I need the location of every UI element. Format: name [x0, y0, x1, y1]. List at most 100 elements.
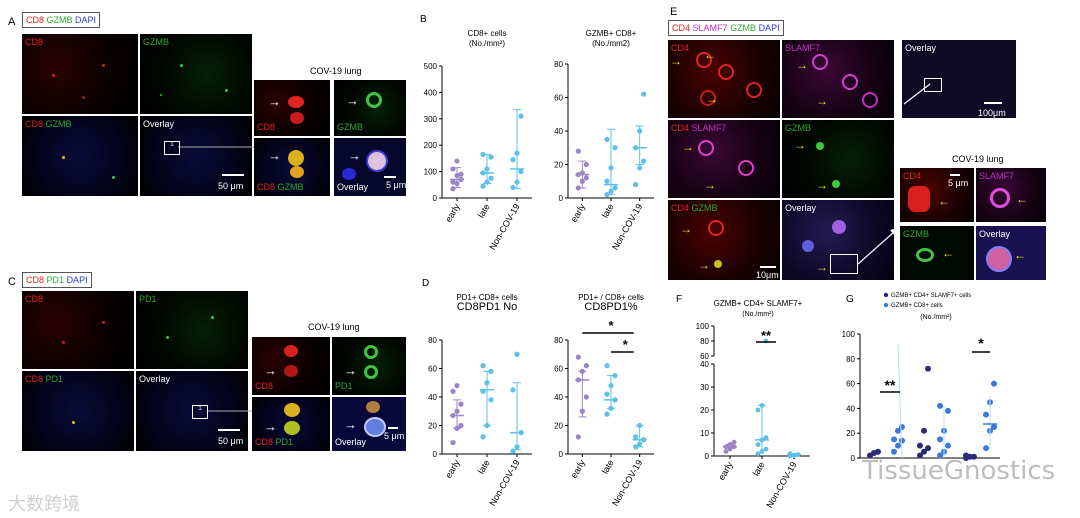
- legend-pd1: PD1: [46, 275, 65, 285]
- y-tick-label: 60: [700, 352, 709, 361]
- data-point: [899, 424, 905, 430]
- tile-label: CD4: [671, 43, 690, 53]
- data-point: [612, 373, 618, 379]
- data-point: [875, 448, 881, 455]
- legend-marker: [883, 292, 889, 298]
- data-point: [579, 170, 585, 176]
- data-point: [917, 452, 923, 459]
- y-tick-label: 300: [424, 115, 438, 124]
- data-point: [514, 179, 520, 185]
- chart-title: CD8+ cells: [468, 29, 507, 38]
- tile-label-gzmb: GZMB: [45, 119, 72, 129]
- panel-letter-b: B: [420, 14, 427, 25]
- inset-label: PD1: [335, 381, 353, 391]
- data-point: [983, 411, 989, 418]
- data-point: [514, 150, 520, 156]
- micrograph-c-cd8-pd1: CD8 PD1: [22, 371, 134, 451]
- legend-label: GZMB+ CD8+ cells: [891, 303, 943, 309]
- y-tick-label: 100: [696, 322, 710, 331]
- y-tick-label: 80: [700, 337, 709, 346]
- inset-label: CD4: [903, 171, 922, 181]
- tile-label: GZMB: [143, 37, 169, 47]
- data-point: [458, 171, 464, 177]
- data-point: [454, 172, 460, 179]
- inset-e-cd4: CD4 ← 5 μm: [900, 168, 974, 222]
- data-point: [937, 452, 943, 459]
- tile-label: CD8: [25, 294, 44, 304]
- data-point: [608, 383, 614, 389]
- chart-title: (No./mm²): [920, 314, 952, 321]
- y-tick-label: 0: [433, 194, 438, 203]
- data-point: [450, 388, 456, 394]
- data-point: [787, 451, 793, 457]
- y-tick-label: 500: [424, 62, 438, 71]
- data-point: [458, 176, 464, 183]
- micrograph-c-cd8: CD8: [22, 291, 134, 369]
- legend-dapi: DAPI: [66, 275, 88, 285]
- micrograph-c-pd1: PD1: [136, 291, 248, 369]
- y-tick-label: 40: [554, 393, 563, 402]
- data-point: [731, 444, 737, 450]
- zoom-box: 1: [192, 405, 208, 419]
- inset-label: Overlay: [979, 229, 1011, 239]
- data-point: [583, 394, 589, 400]
- tile-label: GZMB: [785, 123, 811, 133]
- panel-letter-a: A: [8, 16, 16, 28]
- x-tick-label: early: [569, 202, 588, 224]
- legend-cd4: CD4: [672, 23, 691, 33]
- data-point: [945, 407, 951, 414]
- scale-bar: [218, 429, 240, 431]
- scale-label: 50 μm: [218, 181, 244, 191]
- data-point: [514, 351, 520, 357]
- data-point: [895, 427, 901, 434]
- inset-e-gzmb: GZMB ←: [900, 226, 974, 280]
- inset-e-slamf7: SLAMF7 ←: [976, 168, 1046, 222]
- chart-subtitle: (No./mm²): [742, 311, 774, 318]
- data-point: [488, 154, 494, 160]
- legend-e: CD4 SLAMF7 GZMB DAPI: [668, 20, 784, 36]
- data-point: [575, 185, 581, 191]
- data-point: [945, 442, 951, 449]
- y-tick-label: 20: [700, 406, 709, 415]
- data-point: [480, 388, 486, 394]
- data-point: [488, 175, 494, 181]
- data-point: [963, 452, 969, 459]
- micrograph-e-cd4-slamf7: CD4 SLAMF7 → →: [668, 120, 780, 198]
- legend-cd8: CD8: [26, 275, 45, 285]
- scale-label: 5 μm: [384, 431, 405, 441]
- data-point: [641, 91, 647, 97]
- watermark-left: 大数跨境: [8, 494, 80, 515]
- data-point: [755, 451, 761, 457]
- legend-slamf7: SLAMF7: [692, 23, 728, 33]
- tile-label: PD1: [139, 294, 157, 304]
- data-point: [937, 436, 943, 443]
- data-point: [637, 422, 643, 429]
- x-tick-label: late: [600, 202, 616, 220]
- micrograph-e-gzmb: GZMB → →: [782, 120, 894, 198]
- y-tick-label: 30: [700, 383, 709, 392]
- data-point: [891, 436, 897, 443]
- y-tick-label: 60: [846, 380, 855, 389]
- data-point: [641, 158, 647, 164]
- micrograph-e-slamf7: SLAMF7 → →: [782, 40, 894, 118]
- data-point: [604, 411, 610, 417]
- data-point: [731, 439, 737, 445]
- data-point: [983, 445, 989, 452]
- data-point: [480, 183, 486, 189]
- y-tick-label: 0: [559, 450, 564, 459]
- chart-g: GZMB+ CD4+ SLAMF7+ cells GZMB+ CD8+ cells…: [842, 292, 1000, 463]
- tile-label-slamf7: SLAMF7: [691, 123, 727, 133]
- y-tick-label: 20: [554, 422, 563, 431]
- micrograph-a-gzmb: GZMB: [140, 34, 252, 114]
- x-tick-label: Non-COV-19: [487, 202, 521, 252]
- zoom-box: [830, 254, 858, 274]
- x-tick-label: early: [569, 458, 588, 480]
- data-point: [633, 182, 639, 188]
- legend-c: CD8 PD1 DAPI: [22, 272, 92, 288]
- tile-label-cd8: CD8: [25, 119, 44, 129]
- inset-label: SLAMF7: [979, 171, 1015, 181]
- data-point: [579, 178, 585, 184]
- y-tick-label: 0: [559, 194, 564, 203]
- data-point: [454, 180, 460, 187]
